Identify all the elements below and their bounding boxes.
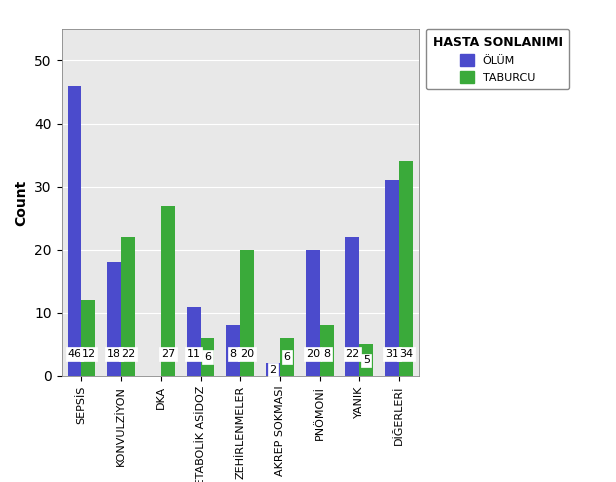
Text: 27: 27 [161, 349, 175, 359]
Bar [187, 307, 201, 376]
Bar [161, 206, 175, 376]
Text: 11: 11 [187, 349, 201, 359]
Text: 34: 34 [399, 349, 413, 359]
Bar [280, 338, 294, 376]
Bar [107, 262, 121, 376]
Text: 6: 6 [204, 352, 211, 362]
Bar [266, 363, 280, 376]
Text: 6: 6 [283, 352, 290, 362]
Text: 18: 18 [107, 349, 121, 359]
Text: 31: 31 [385, 349, 399, 359]
Text: 22: 22 [121, 349, 136, 359]
Text: 22: 22 [345, 349, 360, 359]
Bar [81, 300, 95, 376]
Bar [320, 325, 333, 376]
Text: 2: 2 [269, 365, 277, 375]
Text: 5: 5 [363, 355, 370, 365]
Text: 20: 20 [240, 349, 254, 359]
Bar [68, 86, 81, 376]
Bar [201, 338, 214, 376]
Bar [121, 237, 135, 376]
Bar [240, 250, 254, 376]
Text: 12: 12 [81, 349, 95, 359]
Text: 20: 20 [306, 349, 320, 359]
Bar [226, 325, 240, 376]
Legend: ÖLÜM, TABURCU: ÖLÜM, TABURCU [426, 29, 569, 89]
Bar [346, 237, 359, 376]
Text: 8: 8 [323, 349, 330, 359]
Bar [385, 180, 399, 376]
Bar [359, 345, 373, 376]
Bar [306, 250, 320, 376]
Text: 46: 46 [67, 349, 81, 359]
Y-axis label: Count: Count [15, 179, 29, 226]
Bar [399, 161, 413, 376]
Text: 8: 8 [230, 349, 237, 359]
